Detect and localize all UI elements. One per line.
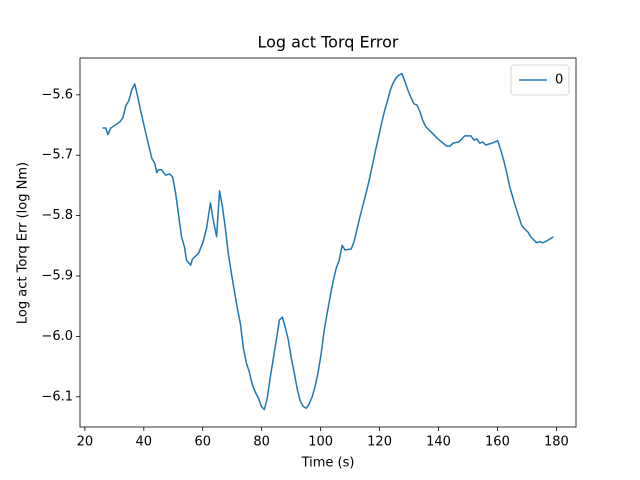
x-tick-label: 20 [77, 435, 94, 450]
x-tick-label: 180 [544, 435, 569, 450]
x-tick-label: 160 [485, 435, 510, 450]
x-axis-label: Time (s) [301, 456, 355, 471]
x-tick-label: 60 [194, 435, 211, 450]
chart-title: Log act Torq Error [257, 33, 398, 52]
x-tick-label: 120 [367, 435, 392, 450]
x-tick-label: 80 [253, 435, 270, 450]
y-tick-label: −5.7 [41, 148, 73, 163]
data-line [102, 72, 554, 411]
x-tick-label: 140 [426, 435, 451, 450]
legend-label: 0 [555, 73, 563, 88]
x-tick-label: 100 [308, 435, 333, 450]
y-tick-label: −5.8 [41, 208, 73, 223]
y-tick-label: −5.9 [41, 269, 73, 284]
y-tick-label: −5.6 [41, 87, 73, 102]
plot-frame [79, 57, 577, 428]
x-tick-label: 40 [136, 435, 153, 450]
y-tick-label: −6.1 [41, 389, 73, 404]
y-tick-label: −6.0 [41, 329, 73, 344]
y-axis-label: Log act Torq Err (log Nm) [16, 162, 31, 324]
